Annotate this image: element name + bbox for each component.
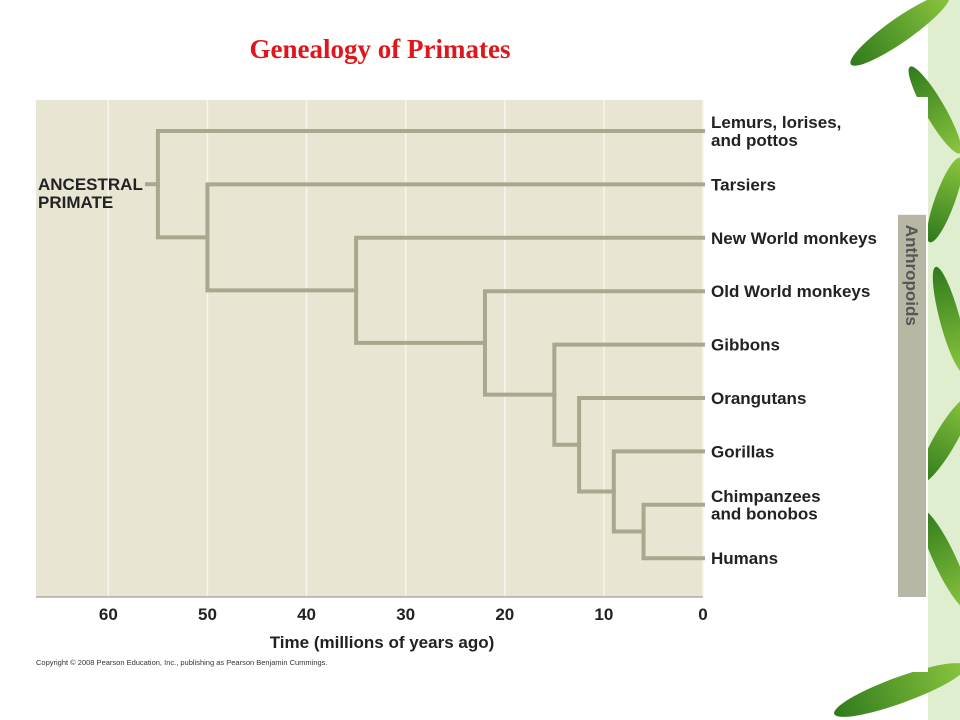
bracket-bar <box>898 214 926 598</box>
taxon-label: Old World monkeys <box>711 282 870 301</box>
bracket-label: Anthropoids <box>902 225 921 326</box>
taxon-label: Humans <box>711 549 778 568</box>
branch <box>354 235 705 345</box>
branch <box>205 182 705 293</box>
x-tick-label: 30 <box>396 605 415 624</box>
x-tick-label: 40 <box>297 605 316 624</box>
taxon-label: Gorillas <box>711 442 774 461</box>
x-axis-title: Time (millions of years ago) <box>270 633 495 652</box>
bamboo-decoration <box>834 0 960 720</box>
slide-title: Genealogy of Primates <box>250 34 511 64</box>
branch <box>577 396 705 494</box>
taxon-label: Chimpanzees and bonobos <box>711 487 821 524</box>
branch <box>552 342 705 447</box>
x-tick-label: 60 <box>99 605 118 624</box>
x-tick-label: 20 <box>495 605 514 624</box>
branch <box>611 449 705 534</box>
taxon-label: New World monkeys <box>711 229 877 248</box>
branch <box>482 289 705 397</box>
copyright: Copyright © 2008 Pearson Education, Inc.… <box>36 658 328 667</box>
root-label: ANCESTRAL PRIMATE <box>38 175 143 212</box>
taxon-label: Orangutans <box>711 389 806 408</box>
branch <box>641 502 705 561</box>
x-tick-label: 10 <box>594 605 613 624</box>
x-tick-label: 50 <box>198 605 217 624</box>
x-tick-label: 0 <box>698 605 707 624</box>
taxon-label: Lemurs, lorises, and pottos <box>711 113 841 150</box>
taxon-label: Tarsiers <box>711 175 776 194</box>
taxon-label: Gibbons <box>711 336 780 355</box>
